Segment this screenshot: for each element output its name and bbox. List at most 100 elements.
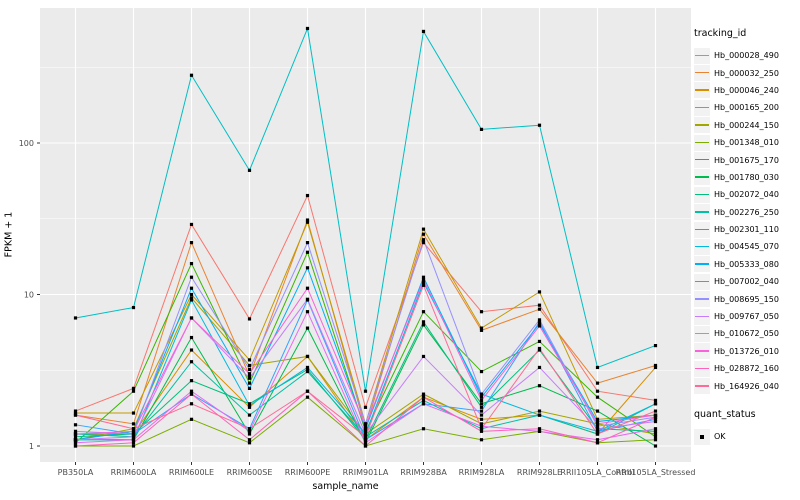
data-point bbox=[247, 374, 252, 378]
legend-key bbox=[694, 65, 710, 82]
x-tick-label: RRIM600LA bbox=[111, 468, 157, 477]
legend-key bbox=[694, 238, 710, 255]
data-point bbox=[189, 402, 194, 406]
data-point bbox=[189, 392, 194, 396]
data-point bbox=[247, 358, 252, 362]
data-point bbox=[421, 354, 426, 359]
line-swatch-icon bbox=[695, 332, 709, 335]
data-point bbox=[479, 402, 484, 406]
data-point bbox=[305, 241, 310, 245]
data-point bbox=[247, 405, 252, 409]
data-point bbox=[247, 403, 252, 408]
data-point bbox=[421, 241, 426, 245]
legend-key bbox=[694, 273, 710, 290]
legend-quant-status: quant_status OK bbox=[694, 409, 800, 445]
data-point bbox=[479, 127, 484, 131]
legend-items: Hb_000028_490 Hb_000032_250 Hb_000046_240 H… bbox=[694, 47, 800, 395]
data-point bbox=[305, 365, 310, 370]
data-point bbox=[131, 389, 136, 393]
y-tick-label: 10 bbox=[24, 291, 34, 300]
x-tick-label: RRIM600PE bbox=[285, 468, 331, 477]
data-point bbox=[479, 326, 484, 330]
data-point bbox=[479, 310, 484, 314]
data-point bbox=[479, 438, 484, 442]
data-point bbox=[189, 379, 194, 383]
data-point bbox=[247, 427, 252, 431]
data-point bbox=[73, 444, 78, 448]
y-axis-title: FPKM + 1 bbox=[3, 211, 15, 258]
legend-item: Hb_001675_170 bbox=[694, 151, 800, 169]
line-swatch-icon bbox=[695, 245, 709, 248]
data-point bbox=[189, 275, 194, 279]
line-swatch-icon bbox=[695, 280, 709, 283]
x-tick-label: RRII105LA_Stressed bbox=[616, 468, 696, 477]
data-point bbox=[363, 427, 368, 431]
legend-item: Hb_005333_080 bbox=[694, 256, 800, 273]
legend-item-label: Hb_002072_040 bbox=[714, 190, 779, 200]
legend-item: Hb_013726_010 bbox=[694, 343, 800, 360]
data-point bbox=[305, 395, 310, 399]
data-point bbox=[305, 326, 310, 330]
legend-key bbox=[694, 117, 710, 134]
data-point bbox=[131, 432, 136, 436]
line-swatch-icon bbox=[695, 350, 709, 352]
line-swatch-icon bbox=[695, 298, 709, 300]
data-point bbox=[247, 363, 252, 368]
legend-item-label: Hb_010672_050 bbox=[714, 329, 779, 339]
x-tick-label: RRIM928LE bbox=[517, 468, 562, 477]
legend-key bbox=[694, 378, 710, 395]
data-point bbox=[247, 367, 252, 372]
legend: tracking_id Hb_000028_490 Hb_000032_250 Hb… bbox=[694, 28, 800, 445]
legend-item-label: Hb_001675_170 bbox=[714, 155, 779, 165]
data-point bbox=[247, 376, 252, 380]
data-point bbox=[363, 405, 368, 409]
data-point bbox=[595, 429, 600, 433]
data-point bbox=[595, 441, 600, 445]
line-swatch-icon bbox=[695, 124, 709, 126]
legend-item-label: Hb_007002_040 bbox=[714, 277, 779, 287]
data-point bbox=[363, 444, 368, 448]
line-swatch-icon bbox=[695, 315, 709, 317]
legend-key bbox=[694, 152, 710, 169]
data-point bbox=[653, 427, 658, 431]
legend-item: Hb_001780_030 bbox=[694, 169, 800, 186]
data-point bbox=[73, 435, 78, 439]
data-point bbox=[189, 222, 194, 227]
legend-item: Hb_007002_040 bbox=[694, 273, 800, 290]
y-tick-label: 100 bbox=[19, 139, 34, 148]
data-point bbox=[189, 241, 194, 245]
legend-item: Hb_000244_150 bbox=[694, 117, 800, 134]
x-tick-label: RRII105LA_Control bbox=[560, 468, 634, 477]
data-point bbox=[363, 438, 368, 442]
data-point bbox=[363, 422, 368, 426]
data-point bbox=[653, 435, 658, 439]
data-point bbox=[421, 402, 426, 406]
data-point bbox=[421, 320, 426, 324]
data-point bbox=[479, 409, 484, 413]
legend-item: Hb_004545_070 bbox=[694, 238, 800, 255]
legend-item-label: Hb_002276_250 bbox=[714, 207, 779, 217]
legend-key bbox=[694, 169, 710, 186]
legend-item-label: Hb_000046_240 bbox=[714, 85, 779, 95]
data-point bbox=[131, 444, 136, 448]
point-swatch-icon bbox=[700, 434, 704, 439]
data-point bbox=[537, 318, 542, 322]
legend-item-label: Hb_028872_160 bbox=[714, 364, 779, 374]
data-point bbox=[653, 438, 658, 442]
data-point bbox=[305, 286, 310, 290]
data-point bbox=[73, 429, 78, 433]
data-point bbox=[537, 303, 542, 307]
data-point bbox=[131, 438, 136, 442]
data-point bbox=[247, 372, 252, 376]
data-point bbox=[189, 360, 194, 364]
data-point bbox=[189, 261, 194, 266]
data-point bbox=[653, 417, 658, 421]
line-swatch-icon bbox=[695, 263, 709, 265]
data-point bbox=[537, 365, 542, 370]
data-point bbox=[479, 417, 484, 421]
data-point bbox=[653, 365, 658, 370]
data-point bbox=[247, 432, 252, 436]
legend-key bbox=[694, 291, 710, 308]
legend-item: Hb_009767_050 bbox=[694, 308, 800, 325]
